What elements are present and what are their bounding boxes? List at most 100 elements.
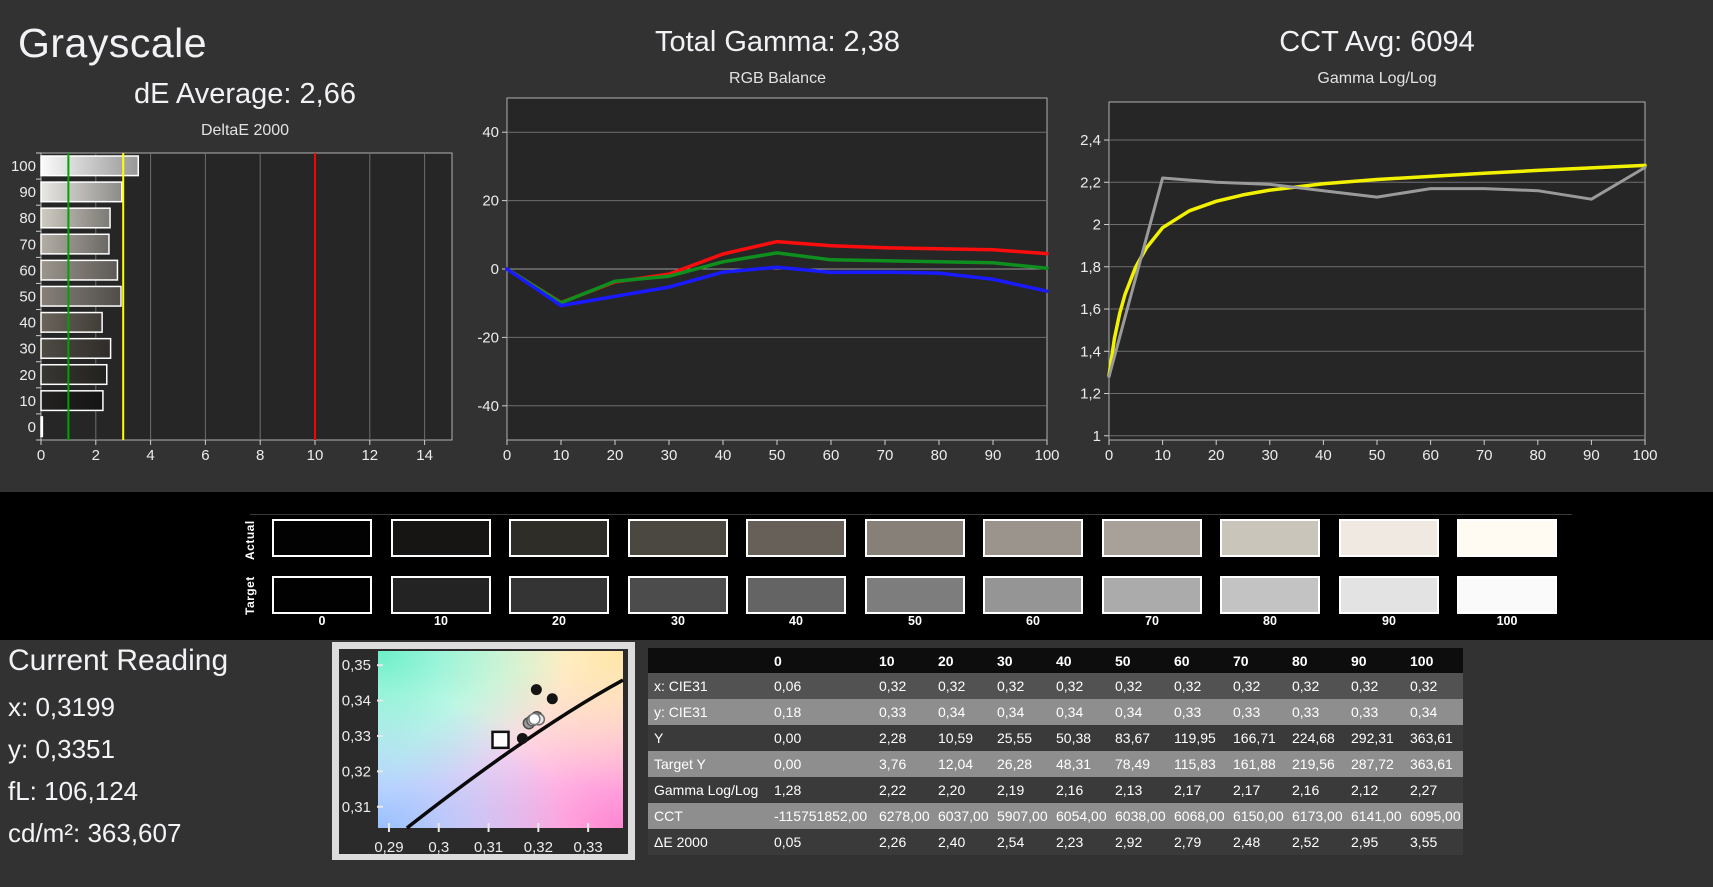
deltae-bar-0 <box>40 416 44 438</box>
table-cell: 2,48 <box>1233 834 1261 850</box>
svg-text:10: 10 <box>307 447 324 464</box>
table-cell: 363,61 <box>1410 730 1453 746</box>
page-title: Grayscale <box>18 20 208 66</box>
table-cell: 6278,00 <box>879 808 930 824</box>
table-row-label: x: CIE31 <box>654 678 708 694</box>
table-cell: 1,28 <box>774 782 802 798</box>
table-cell: 2,16 <box>1292 782 1320 798</box>
table-row-label: Y <box>654 730 664 746</box>
svg-text:1,2: 1,2 <box>1080 386 1101 403</box>
table-cell: 0,32 <box>997 678 1025 694</box>
svg-text:50: 50 <box>19 289 36 306</box>
svg-text:20: 20 <box>1208 447 1225 464</box>
actual-swatch-10 <box>391 519 491 557</box>
actual-swatch-40 <box>746 519 846 557</box>
table-cell: -115751852,00 <box>774 808 868 824</box>
svg-text:14: 14 <box>416 447 433 464</box>
table-cell: 2,23 <box>1056 834 1084 850</box>
grayscale-swatch-band: Actual Target 0 10 20 30 40 50 60 70 80 90 100 <box>0 492 1713 640</box>
de-average-value: dE Average: 2,66 <box>134 78 356 110</box>
deltae-bar-90 <box>40 181 123 203</box>
table-cell: 2,13 <box>1115 782 1143 798</box>
svg-text:1,8: 1,8 <box>1080 259 1101 276</box>
target-swatch-10 <box>391 576 491 614</box>
table-cell: 6141,00 <box>1351 808 1402 824</box>
table-cell: 119,95 <box>1174 730 1216 746</box>
table-cell: 2,54 <box>997 834 1025 850</box>
actual-swatch-70 <box>1102 519 1202 557</box>
table-cell: 6054,00 <box>1056 808 1107 824</box>
table-row: x: CIE31 0,06 0,32 0,32 0,32 0,32 0,32 0,32 0,32… <box>648 673 1463 699</box>
target-swatch-80 <box>1220 576 1320 614</box>
table-cell: 0,32 <box>1056 678 1084 694</box>
table-cell: 0,18 <box>774 704 802 720</box>
table-cell: 6068,00 <box>1174 808 1225 824</box>
table-cell: 161,88 <box>1233 756 1276 772</box>
table-cell: 0,34 <box>1115 704 1143 720</box>
swatch-level-label: 100 <box>1496 614 1518 628</box>
target-swatch-100 <box>1457 576 1557 614</box>
target-row-label: Target <box>243 576 257 616</box>
table-col-header-70: 70 <box>1227 648 1286 673</box>
actual-swatch-50 <box>865 519 965 557</box>
svg-text:60: 60 <box>823 447 840 464</box>
table-row: Y 0,00 2,28 10,59 25,55 50,38 83,67 119,95 166,7… <box>648 725 1463 751</box>
table-cell: 0,33 <box>1351 704 1379 720</box>
svg-text:0: 0 <box>1105 447 1113 464</box>
table-cell: 2,26 <box>879 834 907 850</box>
table-cell: 0,32 <box>1233 678 1261 694</box>
measurement-table: 0 10 20 30 40 50 60 70 80 90 100 x: CIE31 0,06 0,32 0,… <box>648 648 1463 855</box>
table-cell: 0,34 <box>997 704 1025 720</box>
svg-text:10: 10 <box>19 393 36 410</box>
table-row-label: Target Y <box>654 756 706 772</box>
svg-text:50: 50 <box>769 447 786 464</box>
table-row: CCT -115751852,00 6278,00 6037,00 5907,00 605… <box>648 803 1463 829</box>
current-reading-title: Current Reading <box>8 644 229 677</box>
svg-text:8: 8 <box>256 447 264 464</box>
svg-text:90: 90 <box>19 184 36 201</box>
table-cell: 12,04 <box>938 756 974 772</box>
svg-text:1,4: 1,4 <box>1080 343 1101 360</box>
table-cell: 0,32 <box>1351 678 1379 694</box>
svg-text:40: 40 <box>19 315 36 332</box>
table-row-label: y: CIE31 <box>654 704 708 720</box>
table-col-header-40: 40 <box>1050 648 1109 673</box>
table-cell: 0,32 <box>1115 678 1143 694</box>
table-cell: 48,31 <box>1056 756 1092 772</box>
svg-text:60: 60 <box>1422 447 1439 464</box>
svg-text:20: 20 <box>607 447 624 464</box>
table-cell: 0,00 <box>774 756 802 772</box>
swatch-level-label: 30 <box>671 614 685 628</box>
target-swatch-0 <box>272 576 372 614</box>
svg-text:2,4: 2,4 <box>1080 132 1101 149</box>
table-row: y: CIE31 0,18 0,33 0,34 0,34 0,34 0,34 0,33 0,33… <box>648 699 1463 725</box>
gamma-loglog-line-chart: 2,4 2,2 2 1,8 1,6 1,4 1,2 10 10 20 30 40 50 60 70 80 90 1… <box>1080 101 1658 464</box>
table-cell: 2,40 <box>938 834 966 850</box>
svg-text:2: 2 <box>92 447 100 464</box>
swatch-level-label: 40 <box>789 614 803 628</box>
svg-text:100: 100 <box>1034 447 1059 464</box>
deltae-bar-40 <box>40 311 103 333</box>
table-cell: 0,06 <box>774 678 802 694</box>
svg-text:0: 0 <box>37 447 45 464</box>
table-cell: 6095,00 <box>1410 808 1461 824</box>
target-swatch-40 <box>746 576 846 614</box>
svg-text:100: 100 <box>11 158 36 175</box>
svg-text:70: 70 <box>19 236 36 253</box>
table-col-header-80: 80 <box>1286 648 1345 673</box>
target-gamma-line <box>1107 163 1647 378</box>
svg-text:2,2: 2,2 <box>1080 174 1101 191</box>
deltae-bar-10 <box>40 390 104 412</box>
table-cell: 287,72 <box>1351 756 1394 772</box>
table-row-label: Gamma Log/Log <box>654 782 759 798</box>
svg-text:20: 20 <box>482 193 499 210</box>
svg-text:0: 0 <box>503 447 511 464</box>
actual-swatch-80 <box>1220 519 1320 557</box>
svg-text:20: 20 <box>19 367 36 384</box>
svg-text:40: 40 <box>715 447 732 464</box>
rgb-balance-chart-title: RGB Balance <box>729 70 826 87</box>
table-col-header-50: 50 <box>1109 648 1168 673</box>
table-cell: 0,34 <box>938 704 966 720</box>
table-col-header-10: 10 <box>873 648 932 673</box>
deltae-bar-20 <box>40 363 108 386</box>
